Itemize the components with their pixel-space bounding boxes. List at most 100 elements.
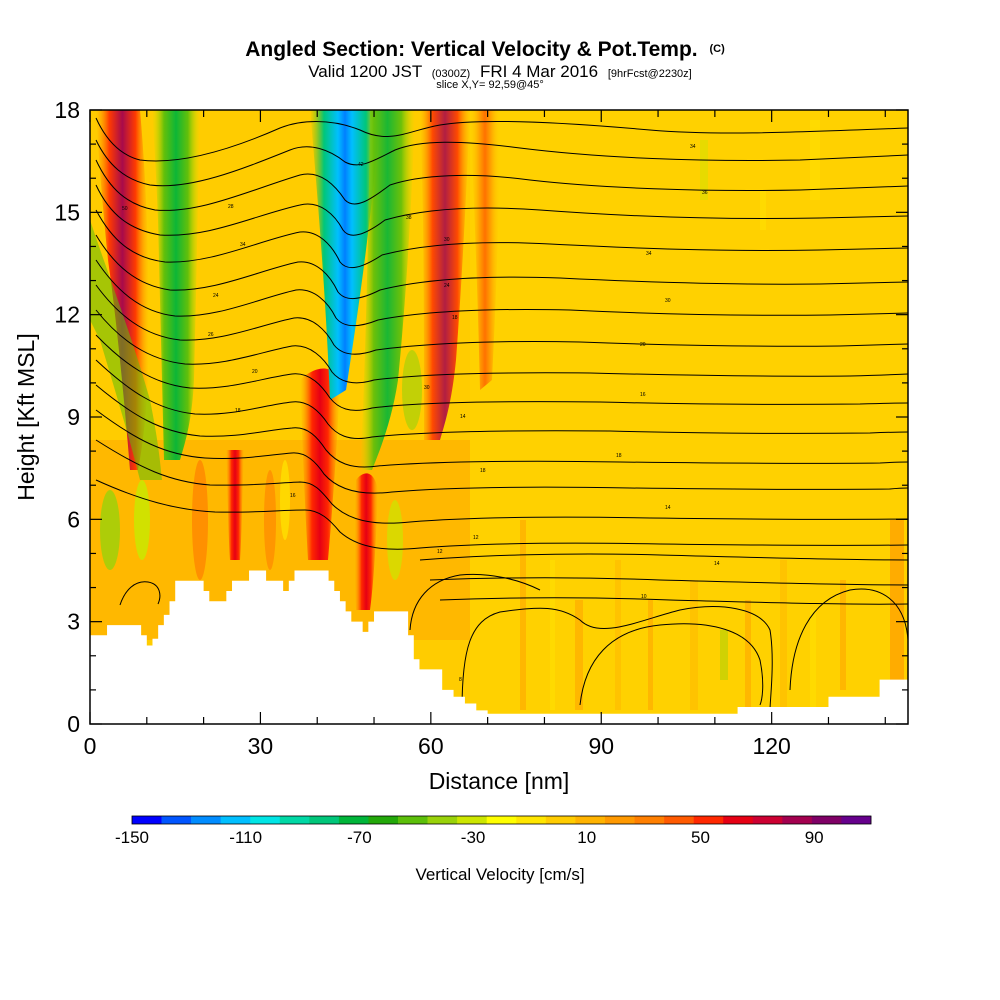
svg-text:14: 14 (665, 505, 671, 511)
svg-text:8: 8 (459, 677, 462, 683)
y-tick-label: 9 (67, 404, 80, 430)
svg-text:14: 14 (714, 561, 720, 567)
svg-text:30: 30 (665, 298, 671, 304)
svg-text:Angled Section: Vertical Veloc: Angled Section: Vertical Velocity & Pot.… (245, 38, 725, 61)
field-wash-east (470, 110, 908, 724)
colorbar-swatch (723, 816, 754, 824)
updraft-band-east (420, 110, 470, 440)
colorbar-swatch (398, 816, 428, 824)
svg-text:12: 12 (437, 549, 443, 555)
y-tick-label: 12 (54, 302, 80, 328)
colorbar-tick-label: 10 (577, 828, 596, 847)
updraft-patch-a (192, 460, 208, 580)
svg-text:14: 14 (460, 414, 466, 420)
colorbar-swatch (634, 816, 665, 824)
colorbar-tick-label: 90 (805, 828, 824, 847)
svg-text:30: 30 (424, 385, 430, 391)
x-tick-label: 60 (418, 733, 444, 759)
colorbar-swatch (811, 816, 842, 824)
colorbar-tick-label: -150 (115, 828, 149, 847)
x-tick-labels: 0 30 60 90 120 (84, 733, 791, 759)
svg-text:20: 20 (640, 342, 646, 348)
svg-text:24: 24 (444, 283, 450, 289)
svg-text:36: 36 (702, 190, 708, 196)
chart-title: Angled Section: Vertical Velocity & Pot.… (245, 38, 697, 61)
svg-text:30: 30 (444, 237, 450, 243)
y-tick-labels: 0 3 6 9 12 15 18 (54, 97, 80, 737)
updraft-band-x50 (354, 473, 378, 610)
downdraft-patch-d (402, 350, 422, 430)
colorbar-swatch (486, 816, 517, 824)
downdraft-band-west (152, 110, 200, 460)
colorbar-swatch (427, 816, 458, 824)
axis-ticks (89, 109, 908, 725)
svg-text:16: 16 (290, 493, 296, 499)
x-axis-label: Distance [nm] (429, 768, 570, 794)
colorbar-tick-label: -30 (461, 828, 486, 847)
pot-temp-contours (95, 117, 908, 711)
svg-text:34: 34 (240, 242, 246, 248)
y-axis-label: Height [Kft MSL] (13, 333, 39, 500)
svg-text:20: 20 (252, 369, 258, 375)
colorbar-tick-label: -70 (347, 828, 372, 847)
svg-text:26: 26 (208, 332, 214, 338)
svg-text:10: 10 (641, 594, 647, 600)
svg-text:18: 18 (480, 468, 486, 474)
velocity-field: 50 28 34 24 26 20 18 16 42 38 30 24 18 3… (90, 110, 908, 724)
svg-text:34: 34 (690, 144, 696, 150)
y-tick-label: 3 (67, 609, 80, 635)
downdraft-band-core (310, 110, 380, 400)
colorbar-swatch (604, 816, 635, 824)
x-tick-label: 0 (84, 733, 97, 759)
y-tick-label: 15 (54, 199, 80, 225)
svg-text:24: 24 (213, 293, 219, 299)
updraft-band-x66 (470, 110, 500, 390)
colorbar-tick-labels: -150 -110 -70 -30 10 50 90 (115, 828, 824, 847)
svg-text:50: 50 (122, 206, 128, 212)
colorbar-swatch (545, 816, 576, 824)
chart-title-unit: (C) (709, 43, 725, 55)
svg-text:18: 18 (616, 453, 622, 459)
y-tick-label: 6 (67, 506, 80, 532)
x-tick-label: 120 (752, 733, 790, 759)
colorbar (131, 815, 872, 825)
colorbar-swatch (516, 816, 547, 824)
colorbar-swatch (664, 816, 694, 824)
svg-text:34: 34 (646, 251, 652, 257)
updraft-patch-c (280, 460, 290, 540)
y-tick-label: 0 (67, 711, 80, 737)
colorbar-frame (131, 815, 872, 825)
colorbar-tick-label: -110 (229, 828, 262, 847)
svg-text:16: 16 (640, 392, 646, 398)
subtitle-utc-time: (0300Z) (432, 68, 471, 80)
colorbar-swatch (132, 816, 162, 824)
updraft-band-x26 (226, 450, 244, 560)
colorbar-swatch (279, 816, 310, 824)
slice-info: slice X,Y= 92,59@45° (436, 79, 544, 91)
svg-text:18: 18 (452, 315, 458, 321)
contour-labels: 50 28 34 24 26 20 18 16 42 38 30 24 18 3… (122, 144, 720, 683)
terrain-mask (90, 570, 908, 724)
downdraft-patch-b (134, 480, 150, 560)
colorbar-swatch (693, 816, 724, 824)
colorbar-title: Vertical Velocity [cm/s] (415, 865, 584, 884)
colorbar-swatch (368, 816, 399, 824)
colorbar-swatch (309, 816, 340, 824)
y-tick-label: 18 (54, 97, 80, 123)
colorbar-swatch (338, 816, 369, 824)
downdraft-patch-c (387, 500, 403, 580)
x-tick-label: 30 (248, 733, 274, 759)
colorbar-tick-label: 50 (691, 828, 710, 847)
colorbar-swatch (250, 816, 281, 824)
svg-text:Valid 1200 JST (0300Z): Valid 1200 JST (0300Z) FRI 4 Mar 2016 [9… (308, 62, 692, 81)
colorbar-swatch (575, 816, 606, 824)
colorbar-swatch (752, 816, 783, 824)
colorbar-swatch (161, 816, 192, 824)
x-tick-label: 90 (588, 733, 614, 759)
colorbar-swatch (191, 816, 221, 824)
subtitle-forecast: [9hrFcst@2230z] (608, 68, 692, 80)
downdraft-patch-a (100, 490, 120, 570)
svg-text:42: 42 (358, 162, 364, 168)
svg-text:18: 18 (235, 408, 241, 414)
